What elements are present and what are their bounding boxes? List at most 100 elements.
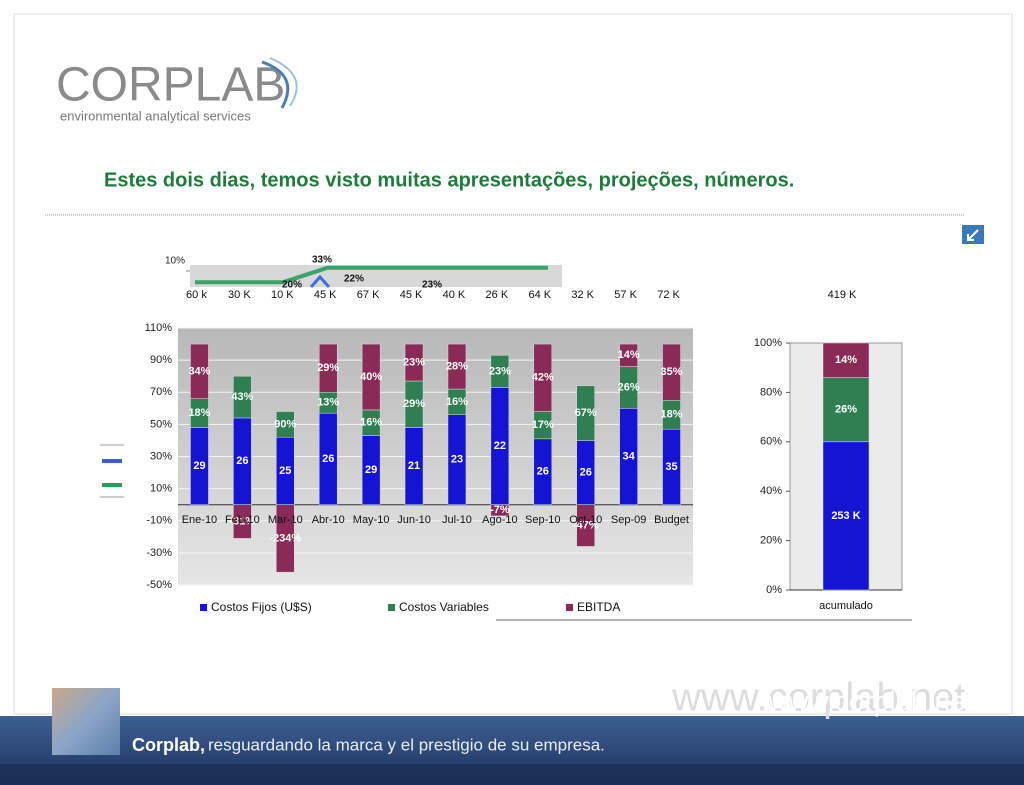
segment-label: 42% bbox=[532, 372, 554, 384]
annotation: 22% bbox=[344, 274, 364, 285]
logo-arc bbox=[269, 57, 298, 107]
x-tick-label: Ene-10 bbox=[182, 514, 217, 526]
segment-label: 22 bbox=[494, 440, 506, 452]
segment-label: 26 bbox=[236, 455, 248, 467]
bar-segment bbox=[822, 342, 870, 378]
segment-label: 26% bbox=[835, 404, 857, 416]
segment-label: 23% bbox=[403, 356, 425, 368]
side-legend bbox=[100, 444, 124, 498]
segment-label: 34 bbox=[623, 450, 636, 462]
segment-label: 23 bbox=[451, 454, 463, 466]
segment-label: 14% bbox=[618, 349, 640, 361]
y-tick-label: 80% bbox=[760, 386, 782, 398]
segment-label: 17% bbox=[532, 419, 554, 431]
segment-label: 29 bbox=[365, 464, 377, 476]
top-label: 45 K bbox=[400, 289, 423, 301]
bar-segment bbox=[190, 343, 209, 399]
footer-strip bbox=[0, 764, 1024, 785]
y-tick-label: 10% bbox=[150, 483, 172, 495]
top-label: 67 K bbox=[357, 289, 380, 301]
bar-segment bbox=[276, 411, 295, 438]
top-label: 10 K bbox=[271, 289, 294, 301]
x-tick-label: Jul-10 bbox=[442, 514, 472, 526]
url: www.corplab.net bbox=[767, 685, 974, 716]
url-shadow: www.corplab.net bbox=[671, 676, 965, 720]
y-tick-label: 70% bbox=[150, 386, 172, 398]
y-tick-label: 10% bbox=[165, 256, 185, 267]
top-label: 40 K bbox=[443, 289, 466, 301]
x-tick-label: Sep-10 bbox=[525, 514, 560, 526]
bar-segment bbox=[490, 355, 510, 388]
annotation: 20% bbox=[282, 280, 302, 291]
legend-swatch bbox=[388, 604, 395, 611]
legend-label: Costos Variables bbox=[399, 600, 489, 614]
segment-label: 16% bbox=[360, 417, 382, 429]
y-tick-label: 30% bbox=[150, 450, 172, 462]
slide-title: Estes dois dias, temos visto muitas apre… bbox=[104, 169, 794, 191]
caret bbox=[309, 274, 331, 289]
bar-segment bbox=[619, 343, 638, 367]
logo-tagline: environmental analytical services bbox=[60, 108, 251, 123]
y-tick-label: 100% bbox=[754, 337, 782, 349]
bar-segment bbox=[233, 504, 252, 539]
segment-label: 29% bbox=[317, 362, 339, 374]
segment-label: 13% bbox=[317, 397, 339, 409]
top-label: 60 k bbox=[186, 289, 207, 301]
segment-label: 26 bbox=[580, 466, 592, 478]
segment-label: 21 bbox=[408, 460, 420, 472]
segment-label: 43% bbox=[231, 391, 253, 403]
segment-label: 34% bbox=[188, 365, 210, 377]
legend-swatch bbox=[566, 604, 573, 611]
top-label: 26 K bbox=[486, 289, 509, 301]
x-tick-label: Sep-09 bbox=[611, 514, 646, 526]
top-label: 64 K bbox=[528, 289, 551, 301]
x-tick-label: Budget bbox=[654, 514, 689, 526]
y-tick-label: -10% bbox=[146, 515, 172, 527]
bar-segment bbox=[822, 377, 870, 443]
segment-label: -7% bbox=[490, 504, 510, 516]
legend-swatch bbox=[200, 604, 207, 611]
y-tick-label: 20% bbox=[760, 535, 782, 547]
bar-segment bbox=[490, 504, 510, 517]
top-label: 57 K bbox=[614, 289, 637, 301]
x-tick-label: Feb-10 bbox=[225, 514, 260, 526]
y-tick-label: 40% bbox=[760, 485, 782, 497]
segment-label: 26% bbox=[618, 381, 640, 393]
x-tick-label: Abr-10 bbox=[312, 514, 345, 526]
bar-segment bbox=[662, 343, 681, 401]
segment-label: 16% bbox=[446, 396, 468, 408]
segment-label: 67% bbox=[575, 407, 597, 419]
annotation: 33% bbox=[312, 255, 332, 266]
segment-label: 25 bbox=[279, 465, 291, 477]
bar-segment bbox=[404, 343, 424, 382]
bar-segment bbox=[576, 385, 595, 441]
bar-segment bbox=[822, 441, 870, 591]
top-label: 419 K bbox=[828, 289, 857, 301]
logo-arc bbox=[261, 60, 290, 109]
footer-brand: Corplab, bbox=[132, 735, 205, 755]
bar-segment bbox=[533, 343, 553, 412]
segment-label: 90% bbox=[274, 418, 296, 430]
segment-label: 23% bbox=[489, 365, 511, 377]
x-tick-label: Ago-10 bbox=[482, 514, 517, 526]
y-tick-label: -30% bbox=[146, 547, 172, 559]
bar-segment bbox=[318, 343, 338, 393]
segment-label: 18% bbox=[188, 407, 210, 419]
x-tick-label: Mar-10 bbox=[268, 514, 303, 526]
segment-label: -47% bbox=[573, 519, 599, 531]
segment-label: 29% bbox=[403, 398, 425, 410]
bar-segment bbox=[233, 375, 252, 419]
y-tick-label: 0% bbox=[766, 584, 782, 596]
line bbox=[195, 265, 548, 285]
segment-label: -234% bbox=[269, 532, 301, 544]
x-tick-label: acumulado bbox=[819, 600, 873, 612]
footer-slogan: resguardando la marca y el prestigio de … bbox=[208, 735, 605, 754]
x-tick-label: Oct-10 bbox=[569, 514, 602, 526]
top-label: 32 K bbox=[571, 289, 594, 301]
segment-label: 14% bbox=[835, 354, 857, 366]
segment-label: 29 bbox=[193, 460, 205, 472]
legend-label: Costos Fijos (U$S) bbox=[211, 600, 312, 614]
segment-label: 35% bbox=[661, 366, 683, 378]
bar-segment bbox=[276, 504, 295, 573]
